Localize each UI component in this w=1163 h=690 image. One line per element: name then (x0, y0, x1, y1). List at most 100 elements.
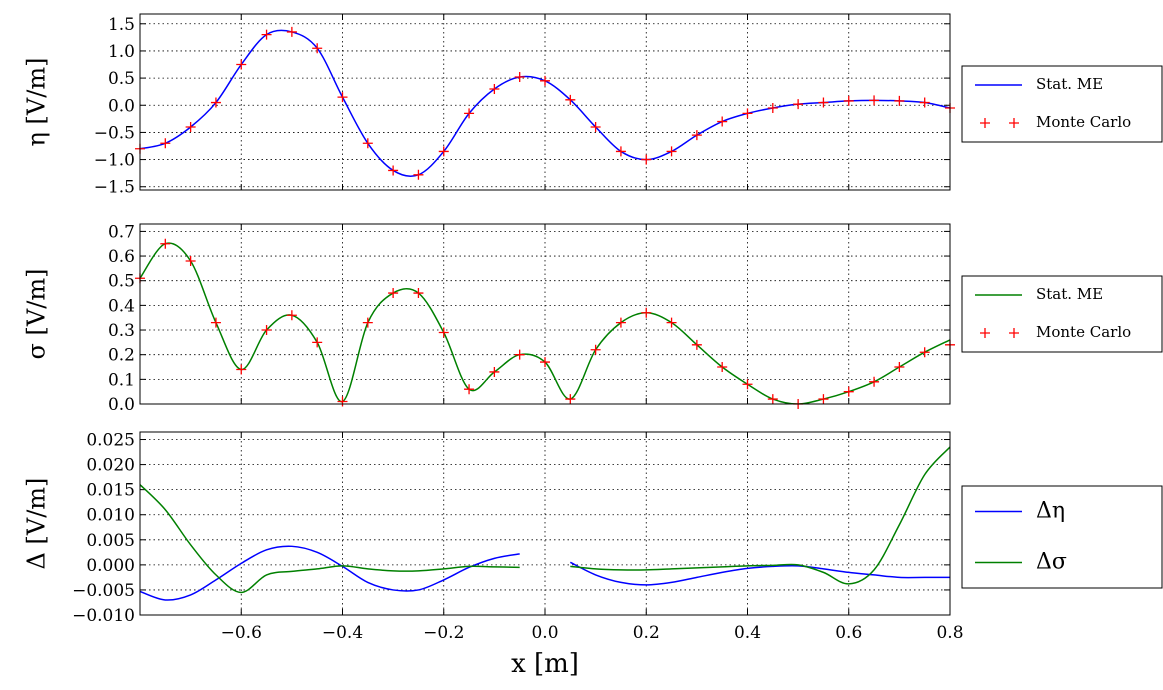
axes-frame (139, 223, 951, 405)
marker (388, 288, 399, 299)
marker (717, 362, 728, 373)
y-tick-label: −0.005 (72, 581, 135, 601)
marker (767, 102, 778, 113)
marker (286, 310, 297, 321)
y-tick-label: 0.7 (108, 222, 135, 242)
marker (413, 169, 424, 180)
marker (286, 26, 297, 37)
marker (210, 317, 221, 328)
y-axis-label: η [V/m] (23, 58, 51, 147)
marker (160, 138, 171, 149)
y-tick-label: 0.010 (86, 506, 135, 526)
legend-label: Monte Carlo (1036, 113, 1131, 131)
marker (742, 379, 753, 390)
marker (869, 95, 880, 106)
marker (185, 121, 196, 132)
marker (489, 83, 500, 94)
marker (919, 347, 930, 358)
legend-label: Stat. ME (1036, 75, 1103, 93)
legend-label: Δσ (1036, 550, 1067, 575)
x-tick-label: 0.2 (633, 623, 660, 643)
marker (261, 29, 272, 40)
legend-label: Δη (1036, 499, 1065, 524)
marker (540, 357, 550, 368)
x-tick-label: −0.6 (221, 623, 262, 643)
y-tick-label: 0.5 (108, 272, 135, 292)
marker (464, 108, 475, 119)
marker (919, 97, 930, 108)
y-tick-label: 0.0 (108, 395, 135, 415)
y-axis-label: Δ [V/m] (23, 478, 51, 570)
marker (641, 307, 652, 318)
marker (438, 327, 449, 338)
marker (641, 154, 652, 165)
marker (818, 97, 829, 108)
marker (615, 317, 626, 328)
marker (615, 146, 626, 157)
series-line (140, 242, 950, 404)
y-tick-label: −0.010 (72, 606, 135, 626)
marker (894, 95, 905, 106)
legend-label: Stat. ME (1036, 285, 1103, 303)
legend-marker (1009, 118, 1019, 128)
y-tick-label: 0.6 (108, 247, 135, 267)
marker (590, 344, 601, 355)
y-tick-label: 0.1 (108, 370, 135, 390)
marker (312, 43, 323, 54)
y-tick-label: −1.0 (94, 151, 135, 171)
marker (362, 138, 373, 149)
marker (742, 108, 753, 119)
axes-frame (139, 431, 951, 616)
marker (691, 339, 702, 350)
marker (843, 95, 854, 106)
marker (565, 394, 576, 405)
y-tick-label: 0.015 (86, 481, 135, 501)
marker (210, 97, 221, 108)
y-tick-label: 1.0 (108, 42, 135, 62)
marker (489, 366, 500, 377)
marker (691, 130, 702, 141)
marker (312, 337, 323, 348)
y-tick-label: 0.0 (108, 96, 135, 116)
y-tick-label: 0.005 (86, 531, 135, 551)
marker (236, 364, 247, 375)
x-tick-label: 0.0 (531, 623, 558, 643)
marker (362, 317, 373, 328)
marker (540, 75, 550, 86)
legend-label: Monte Carlo (1036, 323, 1131, 341)
marker (666, 146, 677, 157)
y-tick-label: 0.2 (108, 346, 135, 366)
marker (590, 121, 601, 132)
y-axis-label: σ [V/m] (23, 269, 51, 360)
marker (869, 376, 880, 387)
legend-box (961, 275, 1163, 353)
series-line (140, 545, 950, 601)
marker (337, 92, 348, 103)
y-tick-label: −1.5 (94, 178, 135, 198)
marker (413, 288, 424, 299)
marker (565, 94, 576, 105)
marker (818, 394, 829, 405)
series-line (140, 446, 950, 594)
marker (514, 349, 525, 360)
x-tick-label: 0.6 (835, 623, 862, 643)
marker (464, 384, 475, 395)
legend-box (961, 65, 1163, 143)
y-tick-label: −0.5 (94, 123, 135, 143)
legend-marker (980, 118, 990, 128)
marker (337, 396, 348, 407)
x-tick-label: 0.4 (734, 623, 761, 643)
marker (185, 255, 196, 266)
legend-box (961, 485, 1163, 589)
marker (261, 325, 272, 336)
y-tick-label: 0.000 (86, 556, 135, 576)
marker (717, 116, 728, 127)
y-tick-label: 0.5 (108, 69, 135, 89)
marker (160, 238, 171, 249)
x-tick-label: −0.4 (322, 623, 363, 643)
y-tick-label: 0.3 (108, 321, 135, 341)
legend-marker (980, 328, 990, 338)
marker (388, 165, 399, 176)
y-tick-label: 0.4 (108, 296, 135, 316)
